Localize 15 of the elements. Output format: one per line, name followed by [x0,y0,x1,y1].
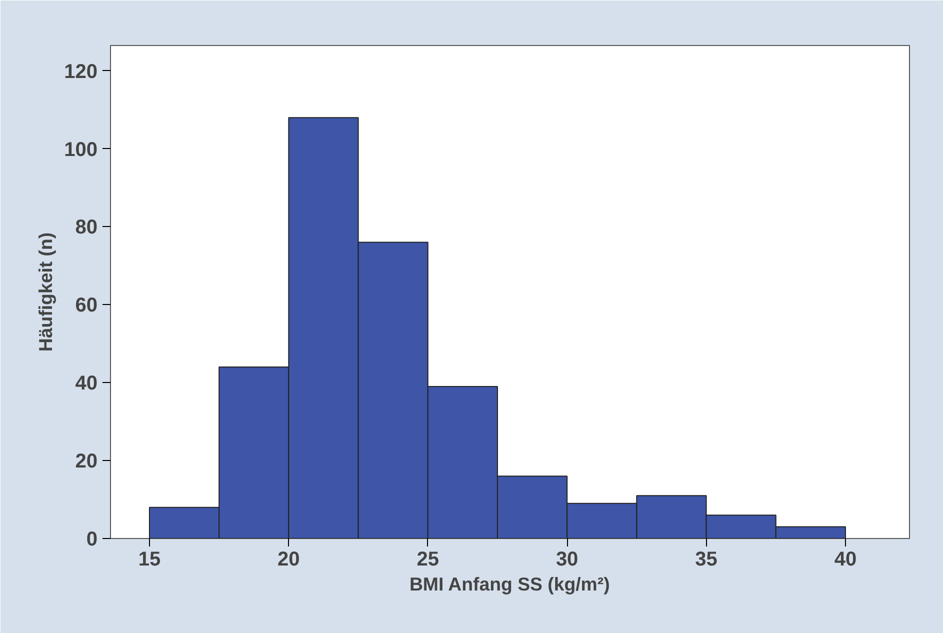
y-tick-label: 60 [75,294,98,317]
y-tick-label: 0 [86,528,98,550]
y-tick-label: 80 [75,216,98,239]
y-axis-title: Häufigkeit (n) [35,232,56,352]
x-tick-label: 30 [556,548,578,570]
y-tick-label: 100 [64,138,98,161]
x-tick-label: 25 [416,548,439,570]
x-tick-label: 35 [695,548,718,570]
x-tick-label: 15 [138,548,161,570]
y-tick-label: 120 [64,60,98,83]
y-tick-label: 40 [75,372,98,395]
y-tick-label: 20 [75,450,98,473]
x-tick-label: 20 [278,548,300,570]
x-axis-title: BMI Anfang SS (kg/m²) [409,574,610,594]
x-tick-label: 40 [834,548,857,570]
